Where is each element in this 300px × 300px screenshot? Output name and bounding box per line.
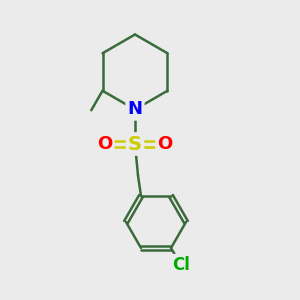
Text: N: N — [128, 100, 142, 118]
Text: S: S — [128, 134, 142, 154]
Text: O: O — [98, 135, 112, 153]
Text: Cl: Cl — [172, 256, 190, 274]
Text: O: O — [158, 135, 172, 153]
